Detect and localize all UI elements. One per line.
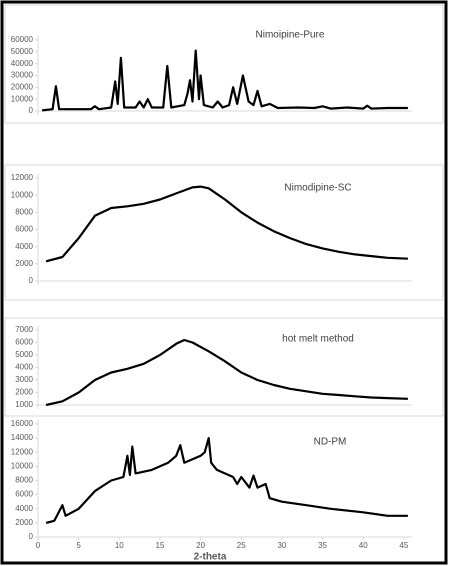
- y-tick-label: 8000: [15, 476, 33, 485]
- panel-title: hot melt method: [282, 334, 354, 345]
- panel-title: Nimoipine-Pure: [256, 30, 325, 41]
- x-axis-label: 2-theta: [194, 552, 227, 563]
- x-tick-label: 45: [399, 541, 408, 550]
- y-tick-label: 4000: [15, 504, 33, 513]
- panel-title: Nimodipine-SC: [284, 183, 351, 194]
- y-tick-label: 0: [29, 276, 34, 285]
- y-tick-label: 20000: [11, 82, 34, 91]
- y-tick-label: 0: [29, 106, 34, 115]
- data-line: [41, 49, 408, 112]
- data-line: [45, 437, 408, 524]
- y-tick-label: 6000: [15, 338, 33, 347]
- panel-border: [4, 4, 444, 124]
- y-tick-label: 4000: [15, 242, 33, 251]
- y-tick-label: 10000: [11, 190, 34, 199]
- x-tick-label: 15: [156, 541, 165, 550]
- y-tick-label: 14000: [11, 433, 34, 442]
- y-tick-label: 10000: [11, 94, 34, 103]
- x-tick-label: 40: [359, 541, 368, 550]
- panel-title: ND-PM: [314, 437, 347, 448]
- panel-border: [4, 317, 444, 417]
- y-tick-label: 3000: [15, 375, 33, 384]
- y-tick-label: 30000: [11, 71, 34, 80]
- y-tick-label: 2000: [15, 518, 33, 527]
- x-tick-label: 30: [277, 541, 286, 550]
- y-tick-label: 2000: [15, 388, 33, 397]
- x-tick-label: 35: [318, 541, 327, 550]
- x-tick-label: 5: [76, 541, 81, 550]
- y-tick-label: 1000: [15, 400, 33, 409]
- y-tick-label: 6000: [15, 225, 33, 234]
- y-tick-label: 12000: [11, 173, 34, 182]
- y-tick-label: 16000: [11, 419, 34, 428]
- y-tick-label: 4000: [15, 363, 33, 372]
- y-tick-label: 2000: [15, 259, 33, 268]
- x-tick-label: 0: [36, 541, 41, 550]
- y-tick-label: 12000: [11, 447, 34, 456]
- y-tick-label: 6000: [15, 490, 33, 499]
- x-tick-label: 25: [237, 541, 246, 550]
- y-tick-label: 40000: [11, 59, 34, 68]
- x-tick-label: 10: [115, 541, 124, 550]
- y-tick-label: 8000: [15, 207, 33, 216]
- data-line: [45, 185, 408, 263]
- y-tick-label: 7000: [15, 325, 33, 334]
- y-tick-label: 10000: [11, 461, 34, 470]
- data-line: [45, 338, 408, 407]
- y-tick-label: 50000: [11, 47, 34, 56]
- y-tick-label: 5000: [15, 350, 33, 359]
- y-tick-label: 60000: [11, 35, 34, 44]
- y-tick-label: 0: [29, 532, 34, 541]
- panel-border: [4, 164, 444, 301]
- x-tick-label: 20: [196, 541, 205, 550]
